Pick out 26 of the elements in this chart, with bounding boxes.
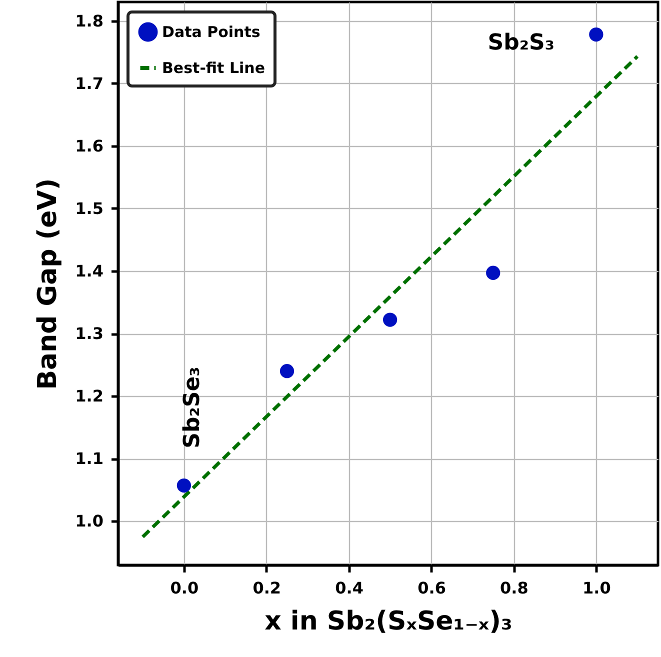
point: [280, 364, 294, 378]
y-tick-label: 1.2: [75, 386, 104, 406]
point: [589, 27, 604, 42]
point: [176, 478, 192, 493]
point: [486, 266, 500, 280]
x-tick-label: 0.8: [500, 578, 528, 598]
point: [382, 312, 398, 327]
y-tick-label: 1.4: [75, 261, 104, 280]
x-axis-title: x in Sb₂(SₓSe₁₋ₓ)₃: [264, 606, 512, 636]
y-tick-label: 1.0: [75, 512, 104, 531]
y-tick-label: 1.3: [75, 324, 104, 344]
x-tick-label: 0.0: [170, 578, 199, 598]
legend-label: Best-fit Line: [162, 59, 265, 77]
x-tick-label: 0.4: [335, 578, 364, 598]
x-tick-label: 1.0: [582, 578, 611, 598]
y-tick-label: 1.5: [75, 198, 104, 218]
y-tick-label: 1.1: [75, 449, 104, 468]
annotation: Sb₂S₃: [488, 30, 555, 56]
y-tick-label: 1.8: [75, 11, 104, 30]
y-tick-label: 1.7: [75, 74, 104, 93]
x-tick-label: 0.2: [252, 578, 282, 598]
legend-label: Data Points: [162, 23, 260, 41]
y-axis-title: Band Gap (eV): [33, 178, 64, 390]
y-tick-label: 1.6: [75, 136, 104, 156]
x-tick-label: 0.6: [418, 578, 446, 598]
annotation: Sb₂Se₃: [180, 366, 205, 448]
